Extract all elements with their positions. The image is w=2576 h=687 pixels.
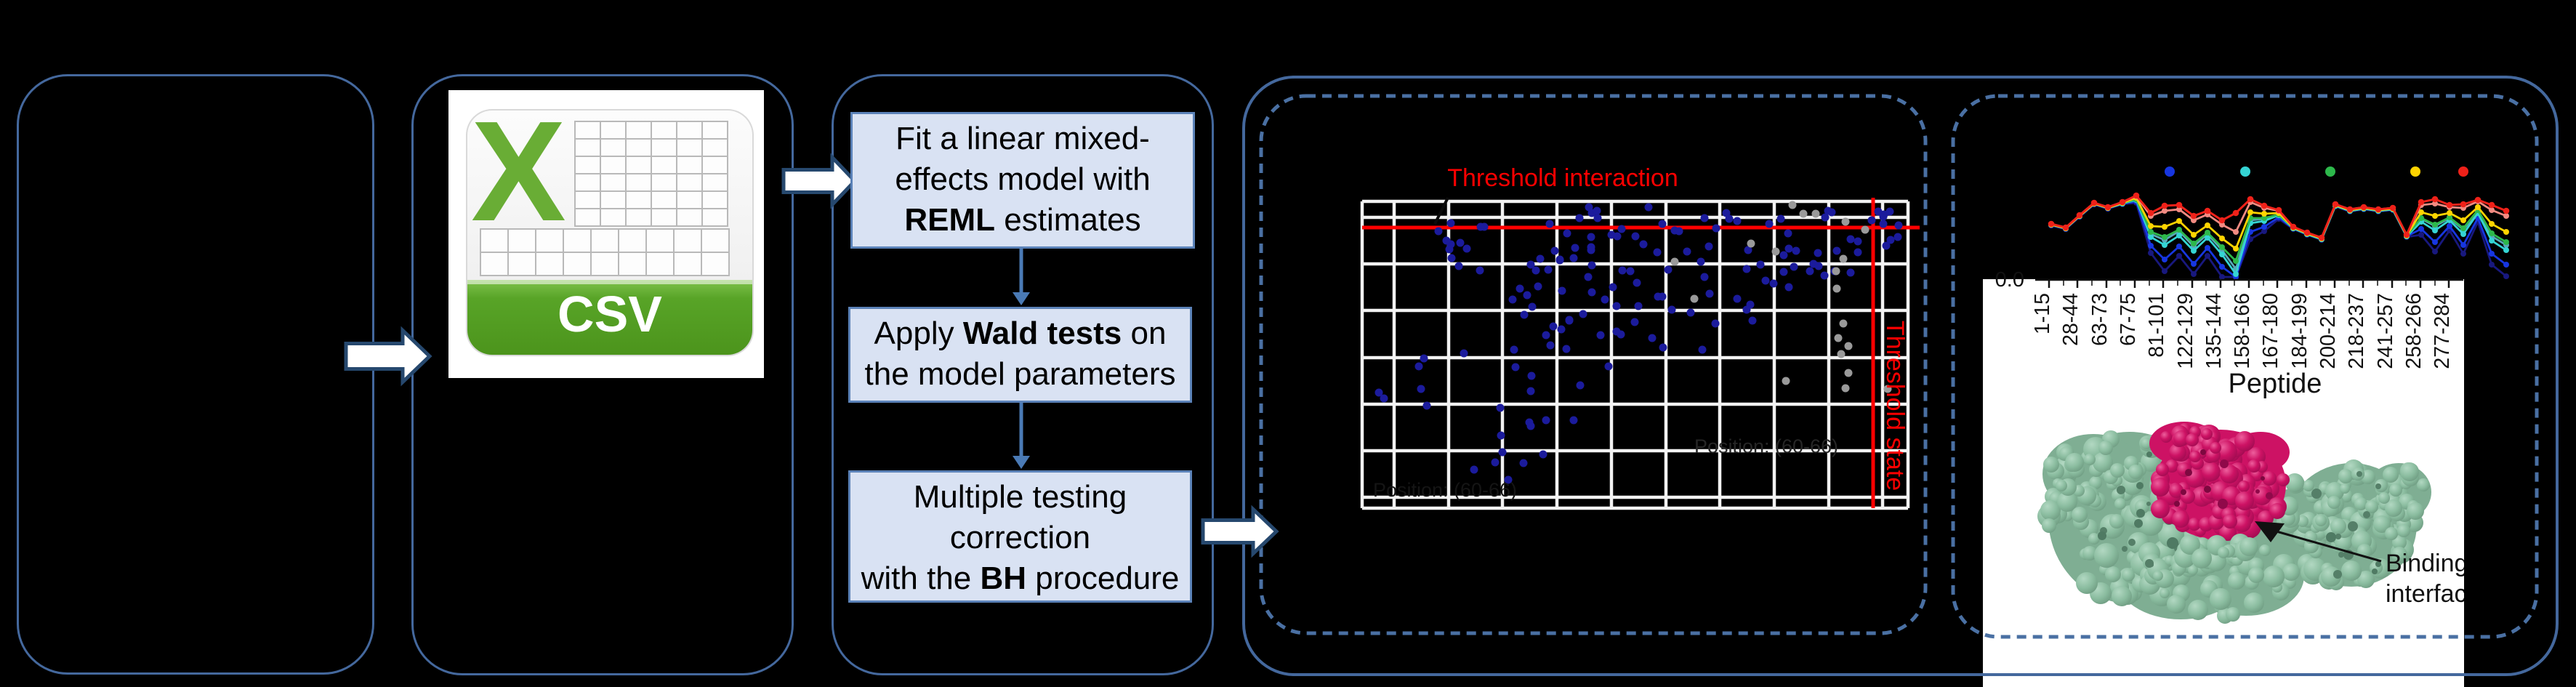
svg-text:Binding: Binding: [2386, 550, 2468, 577]
svg-text:Position: (60-66): Position: (60-66): [1373, 479, 1517, 501]
svg-text:135-144: 135-144: [2202, 293, 2226, 369]
svg-text:28-44: 28-44: [2059, 293, 2082, 346]
svg-text:167-180: 167-180: [2259, 293, 2282, 369]
svg-text:200-214: 200-214: [2317, 293, 2340, 369]
svg-text:63-73: 63-73: [2088, 293, 2112, 346]
svg-text:218-237: 218-237: [2345, 293, 2368, 369]
svg-text:1-15: 1-15: [2031, 293, 2054, 334]
svg-text:Threshold interaction: Threshold interaction: [1447, 164, 1678, 192]
svg-text:Peptide: Peptide: [2229, 369, 2322, 399]
svg-text:158-166: 158-166: [2231, 293, 2254, 369]
svg-text:Threshold state: Threshold state: [1881, 321, 1909, 491]
svg-text:277-284: 277-284: [2431, 293, 2454, 369]
svg-text:258-266: 258-266: [2402, 293, 2426, 369]
svg-text:Position: (60-66): Position: (60-66): [1694, 435, 1838, 457]
svg-text:X: X: [471, 92, 566, 251]
svg-text:67-75: 67-75: [2117, 293, 2140, 346]
svg-text:81-101: 81-101: [2145, 293, 2168, 358]
svg-text:241-257: 241-257: [2374, 293, 2397, 369]
svg-text:0.0: 0.0: [1995, 268, 2024, 292]
svg-text:122-129: 122-129: [2174, 293, 2197, 369]
svg-text:184-199: 184-199: [2288, 293, 2311, 369]
svg-text:CSV: CSV: [558, 286, 662, 342]
